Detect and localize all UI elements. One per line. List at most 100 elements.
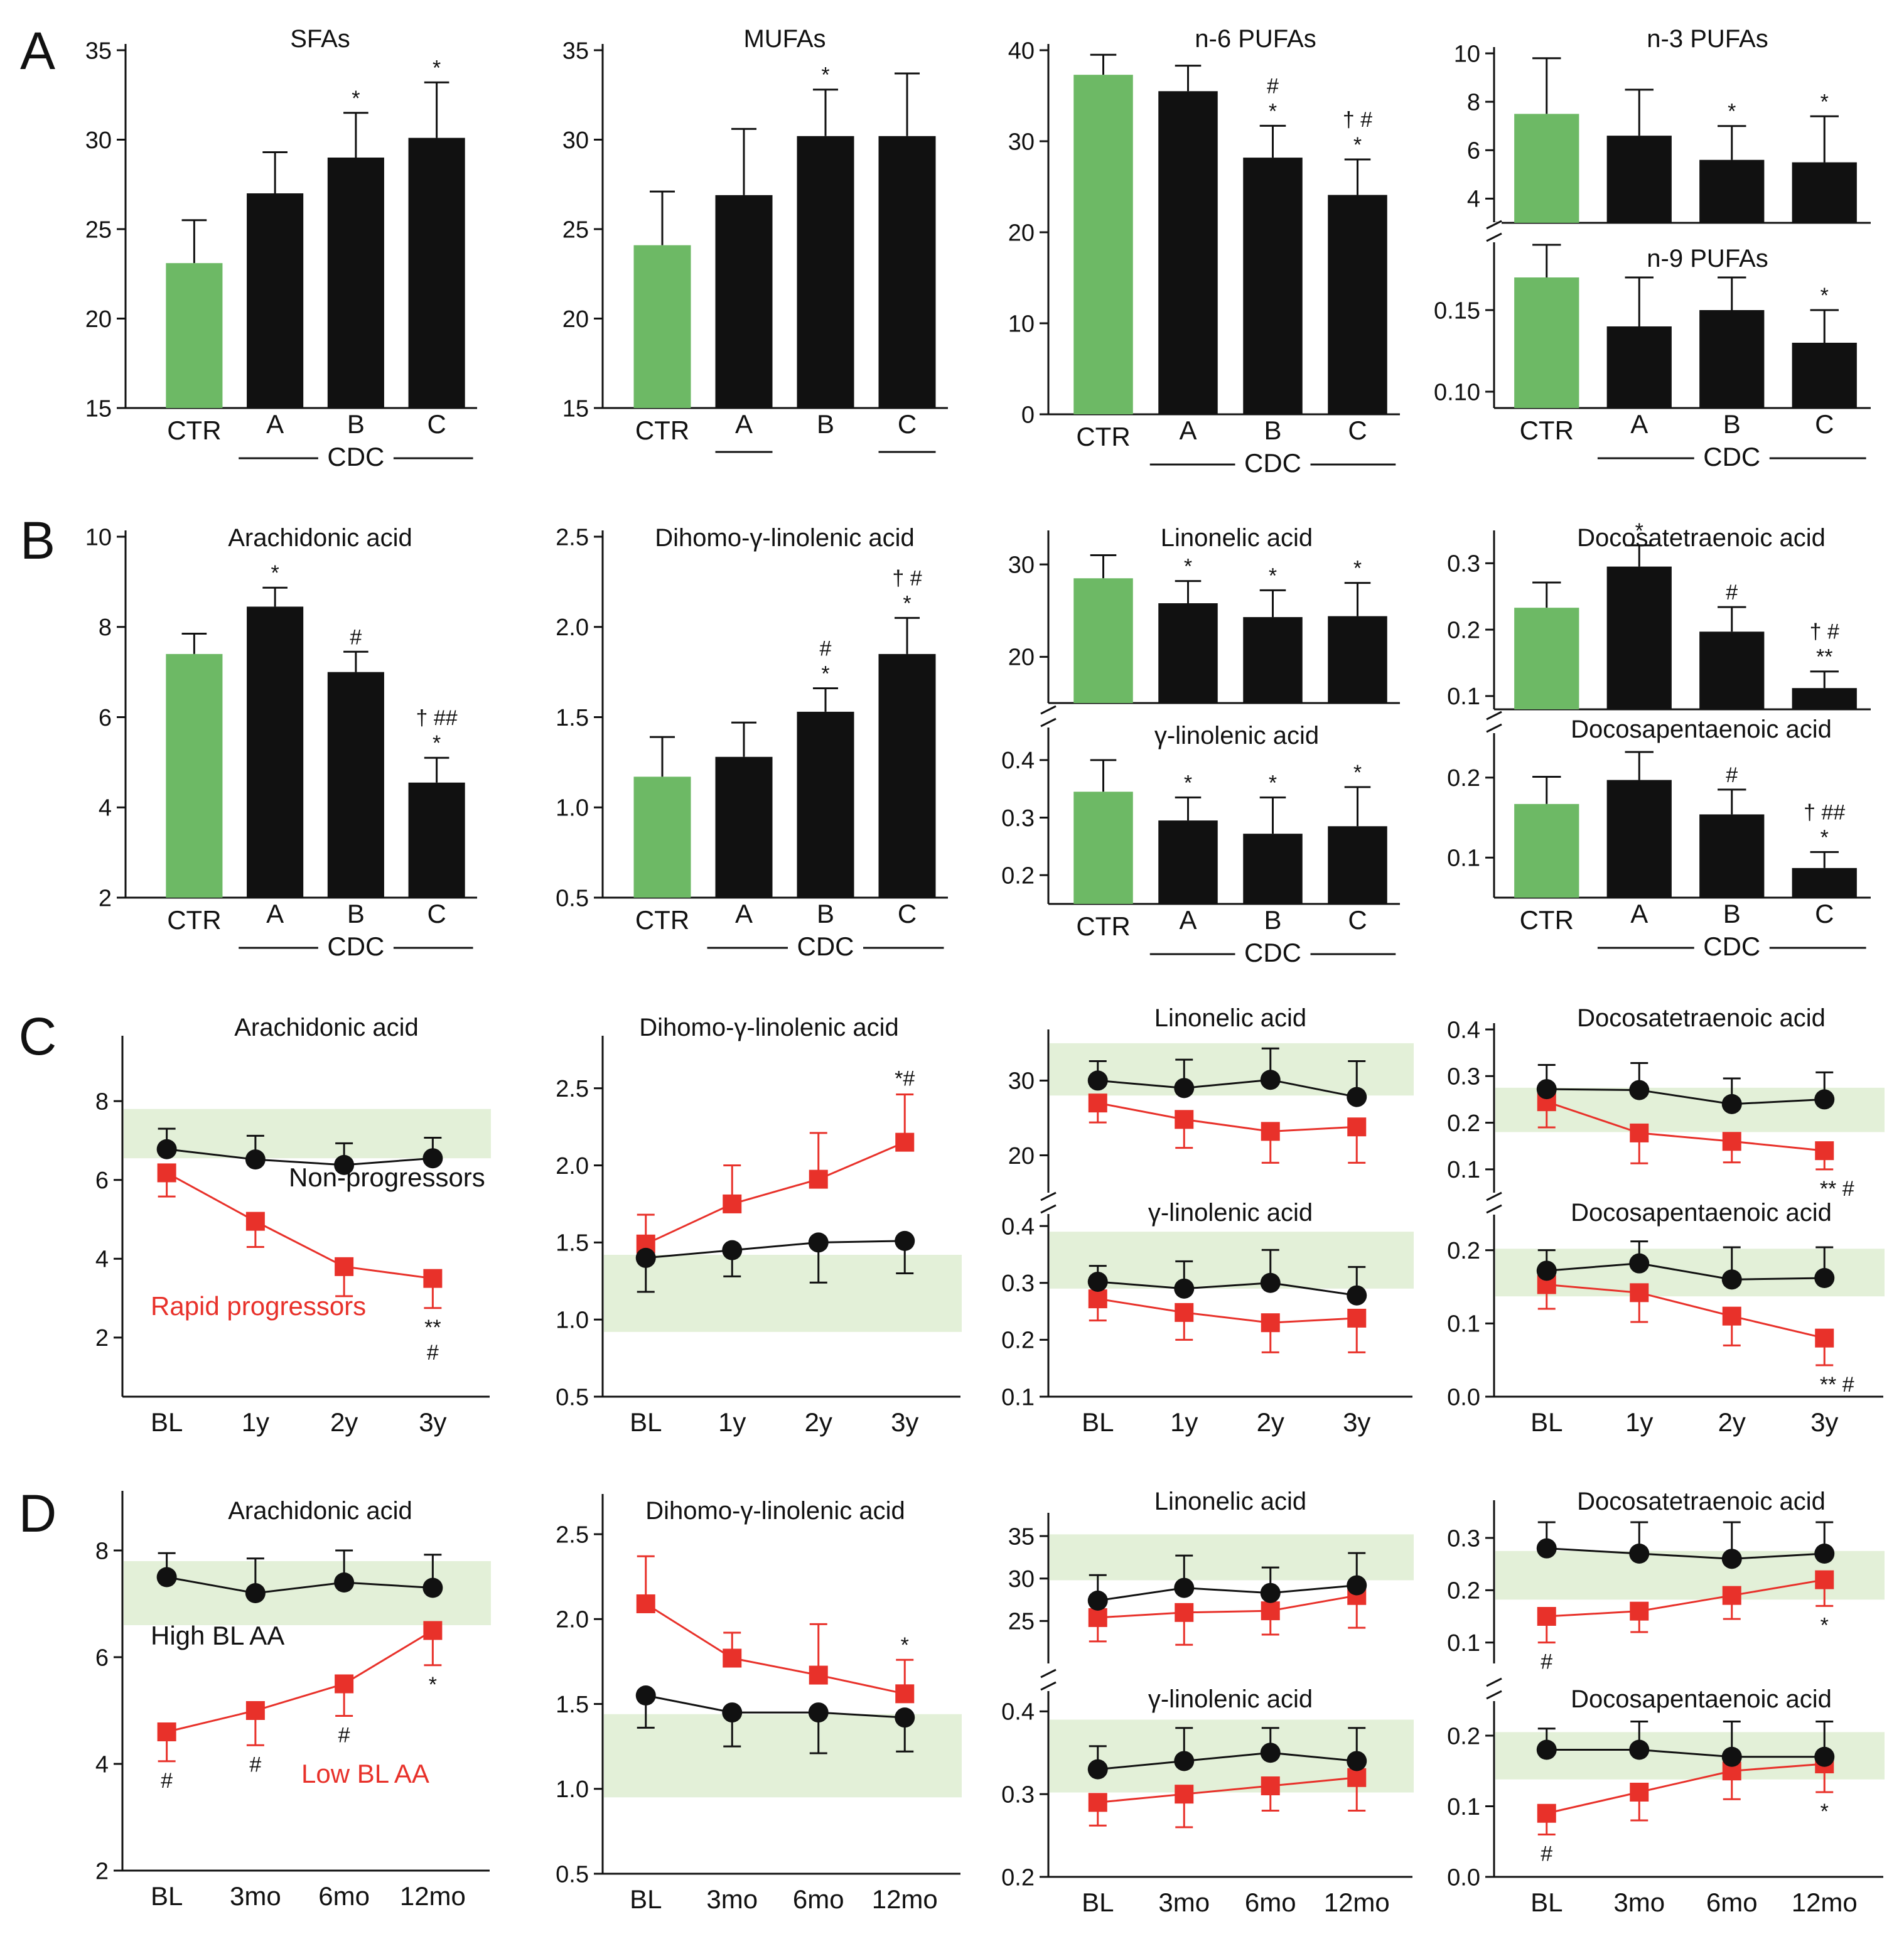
y-tick-label: 0.5	[556, 1861, 589, 1888]
x-tick-label: B	[1264, 905, 1281, 935]
x-tick-label: 6mo	[1706, 1888, 1758, 1917]
bar-B	[1699, 631, 1765, 709]
series-high-bl-aa	[1087, 1552, 1367, 1611]
bar-C	[1792, 868, 1857, 898]
data-point	[895, 1684, 915, 1704]
axis-break	[1486, 1677, 1502, 1700]
bar-C	[1328, 616, 1387, 703]
axis-break	[1486, 220, 1502, 242]
data-point	[722, 1702, 743, 1723]
data-point	[1536, 1079, 1557, 1100]
data-point	[156, 1567, 177, 1587]
data-point	[1088, 1289, 1107, 1309]
series-label: Low BL AA	[301, 1759, 429, 1788]
bar-B	[797, 136, 854, 409]
data-point	[1347, 1117, 1367, 1137]
y-tick-label: 0.2	[1447, 617, 1480, 643]
data-point	[895, 1707, 915, 1728]
data-point	[245, 1701, 265, 1720]
y-tick-label: 0.1	[1447, 1157, 1480, 1183]
y-tick-label: 2.5	[556, 524, 589, 551]
chart-C3b: γ-linolenic acid 0.1 0.2 0.3 0.4 BL 1y 2y 3y	[1001, 1199, 1414, 1437]
reference-band	[1050, 1534, 1414, 1581]
axis-break	[1040, 1668, 1057, 1691]
data-point	[335, 1674, 354, 1694]
y-tick-label: 2.0	[556, 615, 589, 641]
y-tick-label: 15	[562, 395, 589, 422]
x-tick-label: C	[427, 409, 446, 439]
y-tick-label: 35	[85, 38, 112, 64]
significance-mark: #	[161, 1769, 173, 1793]
x-tick-label: 12mo	[1324, 1888, 1390, 1917]
y-tick-label: 20	[85, 306, 112, 333]
significance-mark: #	[1541, 1842, 1552, 1866]
significance-mark: *	[1269, 564, 1277, 588]
chart-A1: SFAs 15 20 25 30 35 CTR A * B * C CDC	[85, 25, 477, 471]
series-rapid-progressors	[636, 1093, 915, 1254]
bar-B	[327, 672, 384, 898]
bar-B	[1699, 310, 1765, 408]
axis-break-mark	[1040, 705, 1057, 715]
group-label: CDC	[327, 442, 384, 471]
data-point	[1814, 1268, 1835, 1288]
series-low-bl-aa	[636, 1555, 915, 1704]
data-point	[1629, 1080, 1650, 1100]
series-non-progressors	[1536, 1240, 1835, 1290]
y-tick-label: 0.2	[1447, 1110, 1480, 1137]
y-tick-label: 0.0	[1447, 1384, 1480, 1410]
chart-B2: Dihomo-γ-linolenic acid 0.5 1.0 1.5 2.0 2.5 CT…	[556, 524, 948, 961]
data-point	[1815, 1328, 1834, 1348]
group-label: CDC	[327, 932, 384, 961]
series-high-bl-aa	[1087, 1727, 1367, 1780]
chart-B3a: Linonelic acid 20 30 * * *	[1008, 524, 1400, 704]
x-tick-label: CTR	[167, 905, 221, 935]
x-tick-label: B	[347, 899, 365, 928]
data-point	[722, 1240, 743, 1260]
chart-C3a: Linonelic acid 20 30	[1008, 1004, 1414, 1193]
significance-mark: † ##	[1804, 800, 1845, 824]
data-point	[1261, 1601, 1280, 1621]
x-tick-label: C	[1815, 899, 1834, 928]
series-line	[166, 1172, 433, 1280]
data-point	[1174, 1078, 1195, 1099]
y-tick-label: 0.1	[1447, 684, 1480, 710]
data-point	[895, 1230, 915, 1251]
x-tick-label: A	[266, 899, 284, 928]
bar-A	[1606, 136, 1672, 223]
y-tick-label: 8	[99, 615, 112, 641]
axis-break-mark	[1486, 1204, 1502, 1214]
chart-D3b: γ-linolenic acid 0.2 0.3 0.4 BL 3mo 6mo 12mo	[1001, 1685, 1414, 1917]
y-tick-label: 0.4	[1001, 1699, 1035, 1726]
bar-C	[1328, 826, 1387, 904]
x-tick-label: 1y	[1625, 1407, 1653, 1437]
group-label: CDC	[1244, 938, 1301, 967]
significance-mark: *	[429, 1673, 437, 1697]
x-tick-label: BL	[151, 1407, 183, 1437]
y-tick-label: 10	[1454, 41, 1480, 67]
series-line	[645, 1603, 905, 1695]
data-point	[1721, 1269, 1742, 1290]
y-tick-label: 6	[1467, 138, 1480, 164]
x-tick-label: B	[1723, 409, 1741, 439]
axis-break-mark	[1486, 723, 1502, 733]
series-label: Rapid progressors	[151, 1291, 366, 1321]
y-tick-label: 25	[1008, 1609, 1035, 1635]
bar-CTR	[1514, 608, 1579, 709]
y-tick-label: 4	[95, 1247, 109, 1273]
y-tick-label: 30	[1008, 129, 1035, 155]
x-tick-label: A	[735, 409, 753, 439]
y-tick-label: 35	[562, 38, 589, 64]
significance-mark: #	[1726, 581, 1738, 604]
data-point	[636, 1594, 655, 1613]
data-point	[1347, 1285, 1367, 1306]
data-point	[1175, 1785, 1194, 1804]
y-tick-label: 0.1	[1001, 1384, 1035, 1410]
reference-band	[604, 1255, 962, 1332]
significance-mark: ** #	[1820, 1177, 1854, 1201]
data-point	[1630, 1283, 1649, 1303]
data-point	[1814, 1089, 1835, 1110]
bar-CTR	[166, 653, 223, 898]
chart-title: Arachidonic acid	[228, 524, 412, 552]
chart-A4b: n-9 PUFAs 0.10 0.15 CTR A B * C CDC	[1434, 239, 1871, 471]
data-point	[809, 1665, 828, 1685]
